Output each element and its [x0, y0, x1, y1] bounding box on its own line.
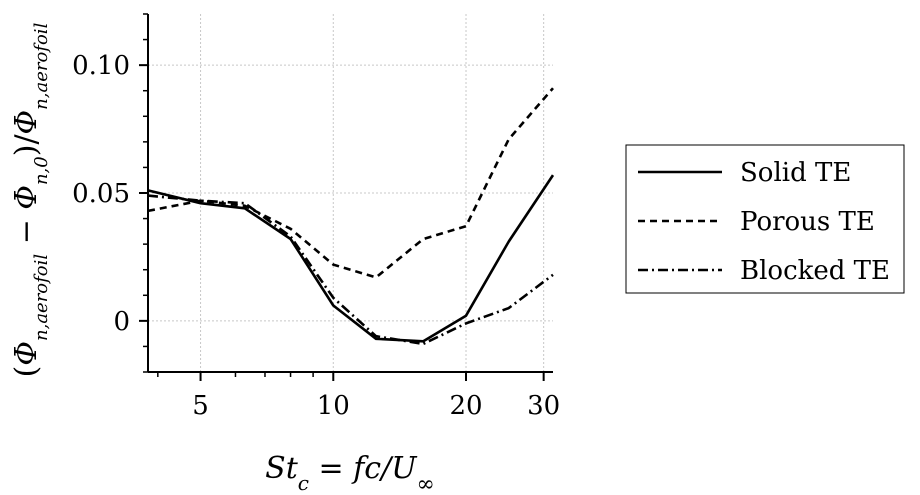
y-tick-label: 0	[113, 307, 130, 337]
series-lines	[147, 87, 555, 346]
svg-text:Stc = fc/U∞: Stc = fc/U∞	[265, 451, 435, 495]
legend-label: Solid TE	[740, 158, 851, 188]
y-axis-label: (Φn,aerofoil − Φn,0)/Φn,aerofoil	[9, 22, 52, 377]
legend: Solid TE Porous TE Blocked TE	[625, 144, 905, 294]
series-line-porous-te	[147, 87, 554, 279]
legend-frame	[625, 144, 905, 294]
axes	[139, 13, 553, 381]
x-axis-label: Stc = fc/U∞	[265, 451, 435, 495]
y-tick-label: 0.10	[72, 51, 130, 81]
x-tick-label: 20	[449, 391, 482, 421]
series-line-blocked-te	[147, 194, 554, 346]
svg-text:(Φn,aerofoil − Φn,0)/Φn,aerofo: (Φn,aerofoil − Φn,0)/Φn,aerofoil	[9, 22, 52, 377]
y-tick-label: 0.05	[72, 179, 130, 209]
grid	[148, 14, 553, 372]
tick-labels: 0 0.05 0.10 5 10 20 30	[72, 51, 560, 421]
legend-label: Porous TE	[740, 207, 875, 237]
series-line-solid-te	[147, 174, 555, 343]
x-tick-label: 10	[317, 391, 350, 421]
x-tick-label: 5	[192, 391, 209, 421]
x-tick-label: 30	[527, 391, 560, 421]
legend-label: Blocked TE	[740, 256, 890, 286]
